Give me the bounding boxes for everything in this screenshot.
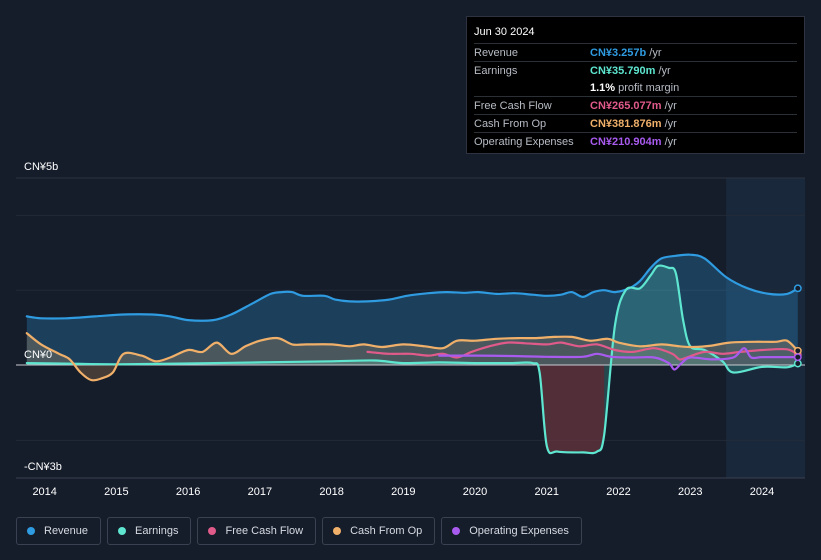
legend-label: Earnings (135, 525, 179, 537)
tooltip-row-cfo: Cash From Op CN¥381.876m /yr (474, 114, 797, 132)
tooltip-unit: /yr (664, 99, 677, 112)
legend-dot-icon (27, 527, 35, 535)
legend-item-earnings[interactable]: Earnings (107, 517, 192, 545)
tooltip-value: CN¥35.790m (590, 64, 656, 77)
tooltip-unit: /yr (664, 117, 677, 130)
legend-dot-icon (333, 527, 342, 535)
tooltip-value: CN¥3.257b (590, 46, 647, 59)
tooltip-unit: /yr (649, 46, 662, 59)
legend-dot-icon (208, 527, 217, 535)
legend-item-operating-expenses[interactable]: Operating Expenses (441, 517, 582, 545)
legend-dot-icon (118, 527, 127, 535)
tooltip-row-revenue: Revenue CN¥3.257b /yr (474, 43, 797, 61)
tooltip-label: Cash From Op (474, 117, 547, 130)
legend-label: Operating Expenses (469, 525, 569, 537)
legend-label: Free Cash Flow (225, 525, 304, 537)
legend-item-free-cash-flow[interactable]: Free Cash Flow (197, 517, 317, 545)
tooltip-unit: /yr (664, 135, 677, 148)
tooltip-unit: profit margin (618, 81, 680, 94)
x-tick-label: 2020 (463, 486, 487, 498)
legend: Revenue Earnings Free Cash Flow Cash Fro… (16, 517, 582, 545)
series-area-earnings-negative (539, 365, 605, 454)
series-line-free-cash-flow (366, 341, 799, 361)
tooltip-row-earnings: Earnings CN¥35.790m /yr (474, 61, 797, 79)
series-line-revenue (25, 253, 799, 322)
x-tick-label: 2016 (176, 486, 200, 498)
tooltip-date: Jun 30 2024 (474, 26, 535, 38)
series-area-earnings (26, 265, 798, 454)
tooltip-label: Free Cash Flow (474, 99, 552, 112)
legend-item-revenue[interactable]: Revenue (16, 517, 102, 545)
series-endpoint-cash-from-op (793, 346, 802, 355)
series-endpoint-operating-expenses (793, 353, 802, 362)
tooltip-row-margin: 1.1% profit margin (474, 79, 797, 96)
x-tick-label: 2017 (248, 486, 272, 498)
tooltip-value: CN¥210.904m (590, 135, 662, 148)
tooltip-value: CN¥265.077m (590, 99, 662, 112)
x-tick-label: 2022 (606, 486, 630, 498)
x-tick-label: 2014 (32, 486, 56, 498)
y-label-zero: CN¥0 (24, 349, 52, 361)
series-endpoint-revenue (793, 284, 802, 293)
y-label-bottom: -CN¥3b (24, 461, 62, 473)
legend-label: Revenue (44, 525, 89, 537)
y-label-top: CN¥5b (24, 161, 58, 173)
series-endpoint-earnings (793, 359, 802, 368)
tooltip-label: Earnings (474, 64, 518, 77)
data-tooltip: Jun 30 2024 Revenue CN¥3.257b /yr Earnin… (466, 16, 805, 154)
series-line-operating-expenses (438, 347, 799, 371)
series-line-earnings (25, 264, 799, 455)
x-tick-label: 2018 (319, 486, 343, 498)
legend-item-cash-from-op[interactable]: Cash From Op (322, 517, 436, 545)
x-tick-label: 2021 (535, 486, 559, 498)
series-line-cash-from-op (25, 332, 799, 382)
forecast-region (726, 178, 805, 478)
tooltip-label: Revenue (474, 46, 519, 59)
legend-label: Cash From Op (350, 525, 423, 537)
legend-dot-icon (452, 527, 461, 535)
tooltip-row-opex: Operating Expenses CN¥210.904m /yr (474, 132, 797, 150)
x-tick-label: 2015 (104, 486, 128, 498)
x-tick-label: 2024 (750, 486, 774, 498)
tooltip-unit: /yr (658, 64, 671, 77)
x-tick-label: 2023 (678, 486, 702, 498)
tooltip-value: 1.1% (590, 81, 616, 94)
tooltip-value: CN¥381.876m (590, 117, 662, 130)
tooltip-label: Operating Expenses (474, 135, 574, 148)
series-area-revenue (26, 254, 798, 365)
x-tick-label: 2019 (391, 486, 415, 498)
tooltip-row-fcf: Free Cash Flow CN¥265.077m /yr (474, 96, 797, 114)
